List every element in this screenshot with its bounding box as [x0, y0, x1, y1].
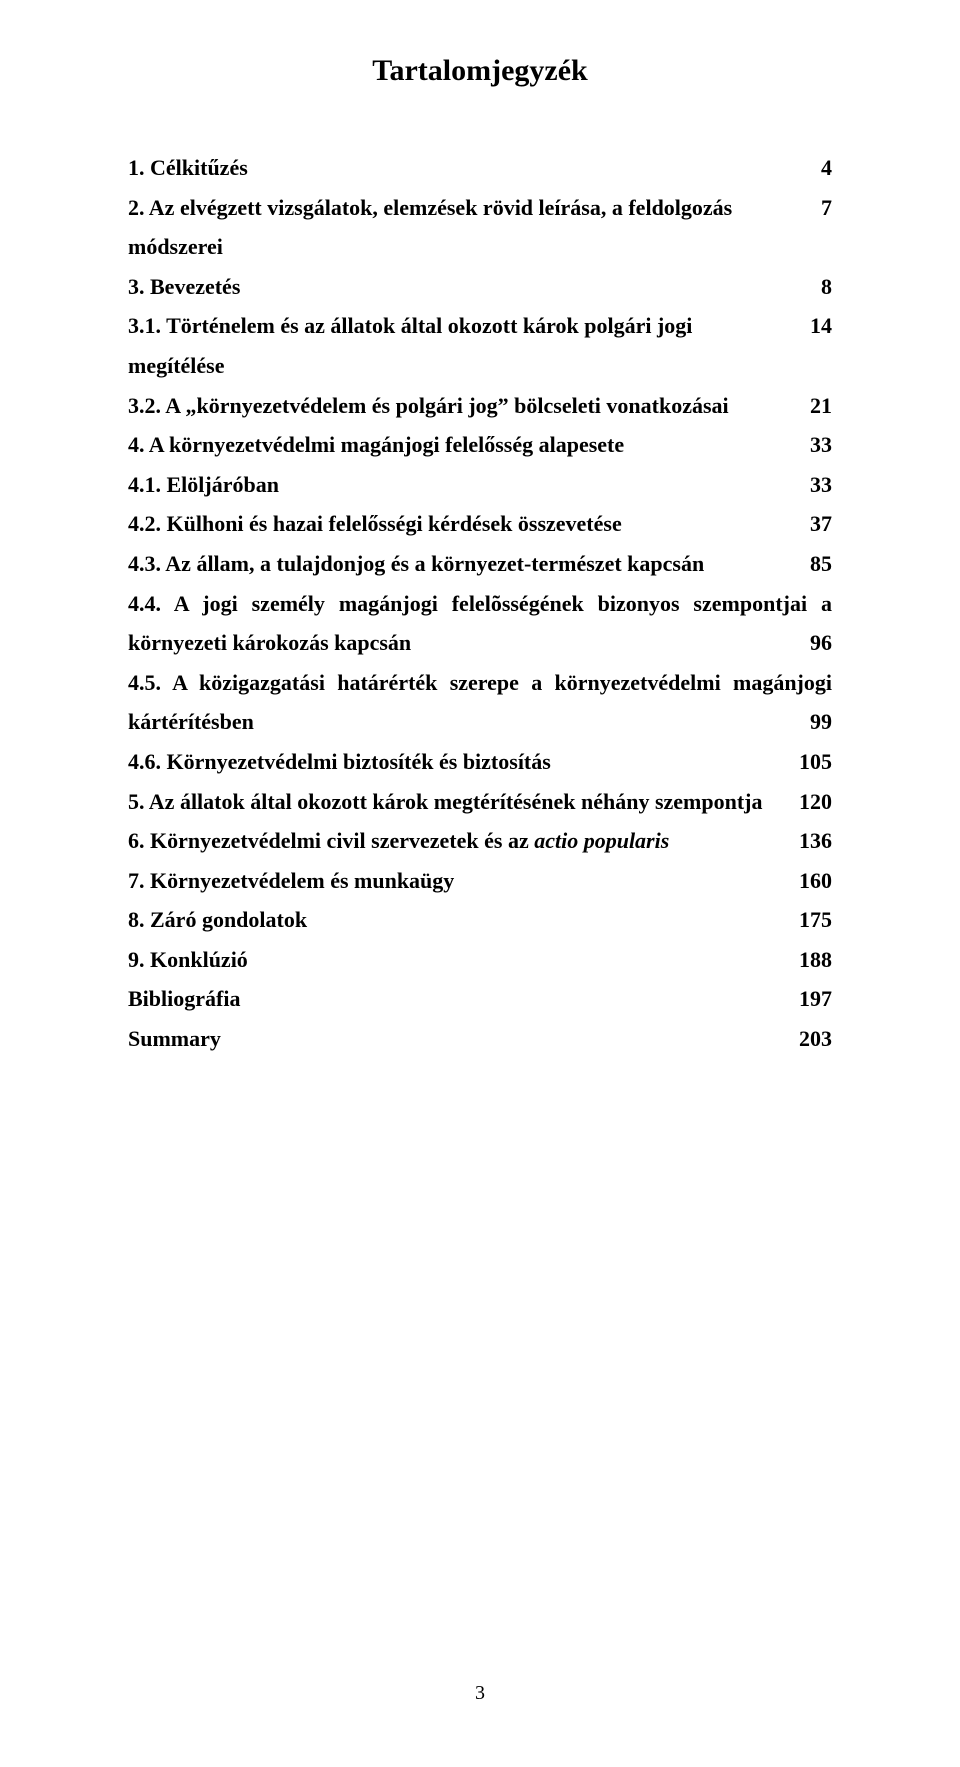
toc-entry-page: 197 [799, 979, 832, 1019]
toc-entry-label: 3.1. Történelem és az állatok által okoz… [128, 306, 810, 385]
toc-entry-page: 188 [799, 940, 832, 980]
toc-entry: 3.2. A „környezetvédelem és polgári jog”… [128, 386, 832, 426]
toc-entry: 6. Környezetvédelmi civil szervezetek és… [128, 821, 832, 861]
toc-entry-line2: kártérítésben99 [128, 702, 832, 742]
toc-entry-page: 203 [799, 1019, 832, 1059]
toc-entry: 9. Konklúzió188 [128, 940, 832, 980]
toc-entry-page: 175 [799, 900, 832, 940]
toc-entry: 7. Környezetvédelem és munkaügy160 [128, 861, 832, 901]
toc-list: 1. Célkitűzés42. Az elvégzett vizsgálato… [128, 148, 832, 1059]
toc-entry: 3.1. Történelem és az állatok által okoz… [128, 306, 832, 385]
toc-entry-page: 21 [810, 386, 832, 426]
toc-entry: 4.6. Környezetvédelmi biztosíték és bizt… [128, 742, 832, 782]
toc-entry-label: 5. Az állatok által okozott károk megtér… [128, 782, 799, 822]
toc-entry-line1: 4.5. A közigazgatási határérték szerepe … [128, 663, 832, 703]
toc-entry: 1. Célkitűzés4 [128, 148, 832, 188]
toc-entry-page: 120 [799, 782, 832, 822]
toc-entry-label: 4.2. Külhoni és hazai felelősségi kérdés… [128, 504, 810, 544]
toc-entry-page: 136 [799, 821, 832, 861]
toc-entry-label: 4. A környezetvédelmi magánjogi felelőss… [128, 425, 810, 465]
toc-entry-label: 3. Bevezetés [128, 267, 821, 307]
toc-entry-page: 105 [799, 742, 832, 782]
toc-entry: 4.3. Az állam, a tulajdonjog és a környe… [128, 544, 832, 584]
toc-entry-label: 4.6. Környezetvédelmi biztosíték és bizt… [128, 742, 799, 782]
toc-entry-page: 7 [821, 188, 832, 228]
toc-entry: 8. Záró gondolatok175 [128, 900, 832, 940]
toc-entry-page: 160 [799, 861, 832, 901]
toc-entry-page: 33 [810, 465, 832, 505]
toc-entry-label: Bibliográfia [128, 979, 799, 1019]
toc-entry-label: 8. Záró gondolatok [128, 900, 799, 940]
toc-entry-label: Summary [128, 1019, 799, 1059]
toc-entry-label: 2. Az elvégzett vizsgálatok, elemzések r… [128, 188, 821, 267]
toc-entry: 4.2. Külhoni és hazai felelősségi kérdés… [128, 504, 832, 544]
toc-entry-label: 4.1. Elöljáróban [128, 465, 810, 505]
toc-entry-label: környezeti károkozás kapcsán [128, 623, 810, 663]
toc-entry: 2. Az elvégzett vizsgálatok, elemzések r… [128, 188, 832, 267]
toc-entry: 4.1. Elöljáróban33 [128, 465, 832, 505]
toc-entry-page: 33 [810, 425, 832, 465]
toc-entry-line1: 4.4. A jogi személy magánjogi felelõsség… [128, 584, 832, 624]
toc-entry-page: 37 [810, 504, 832, 544]
toc-entry: 4. A környezetvédelmi magánjogi felelőss… [128, 425, 832, 465]
toc-entry-page: 14 [810, 306, 832, 346]
toc-entry-label: 9. Konklúzió [128, 940, 799, 980]
toc-entry-label: kártérítésben [128, 702, 810, 742]
toc-entry-label: 4.3. Az állam, a tulajdonjog és a környe… [128, 544, 810, 584]
toc-entry-label: 3.2. A „környezetvédelem és polgári jog”… [128, 386, 810, 426]
toc-entry-label: 7. Környezetvédelem és munkaügy [128, 861, 799, 901]
toc-entry-label: 6. Környezetvédelmi civil szervezetek és… [128, 821, 799, 861]
toc-entry: Summary203 [128, 1019, 832, 1059]
toc-entry: 5. Az állatok által okozott károk megtér… [128, 782, 832, 822]
toc-entry-page: 96 [810, 623, 832, 663]
toc-entry-page: 99 [810, 702, 832, 742]
toc-entry-label: 1. Célkitűzés [128, 148, 821, 188]
toc-entry-line2: környezeti károkozás kapcsán96 [128, 623, 832, 663]
toc-entry-page: 8 [821, 267, 832, 307]
toc-entry: 3. Bevezetés8 [128, 267, 832, 307]
toc-entry-page: 85 [810, 544, 832, 584]
toc-entry: Bibliográfia197 [128, 979, 832, 1019]
toc-entry-page: 4 [821, 148, 832, 188]
toc-title: Tartalomjegyzék [128, 54, 832, 88]
page-number: 3 [0, 1682, 960, 1705]
